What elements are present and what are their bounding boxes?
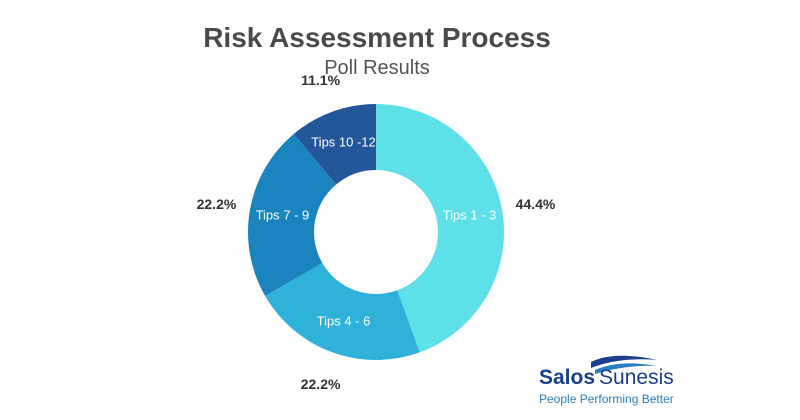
slice-percent-label: 44.4% [516,196,556,212]
logo-name-sunesis: Sunesis [599,366,674,389]
slice-percent-label: 22.2% [301,376,341,392]
slice-percent-label: 22.2% [197,196,237,212]
company-logo: Salos Sunesis People Performing Better [539,352,674,412]
pie-slice [376,104,505,353]
logo-name-salos: Salos [539,366,596,389]
logo-name: Salos Sunesis [539,366,674,390]
chart-subtitle: Poll Results [324,57,430,79]
slice-label: Tips 7 - 9 [256,208,310,223]
slice-label: Tips 10 -12 [311,135,376,150]
slice-label: Tips 4 - 6 [317,313,371,328]
donut-slices: Tips 1 - 3 44.4% Tips 4 - 6 22.2% Tips 7 - 9… [197,72,556,392]
wave-icon [591,355,657,374]
pie-slice [265,263,420,360]
pie-slice [293,104,376,185]
slice-percent-label: 11.1% [301,72,340,88]
chart-title: Risk Assessment Process [203,22,551,53]
pie-slice [247,133,337,296]
slice-label: Tips 1 - 3 [443,208,497,223]
logo-tagline: People Performing Better [539,392,674,406]
